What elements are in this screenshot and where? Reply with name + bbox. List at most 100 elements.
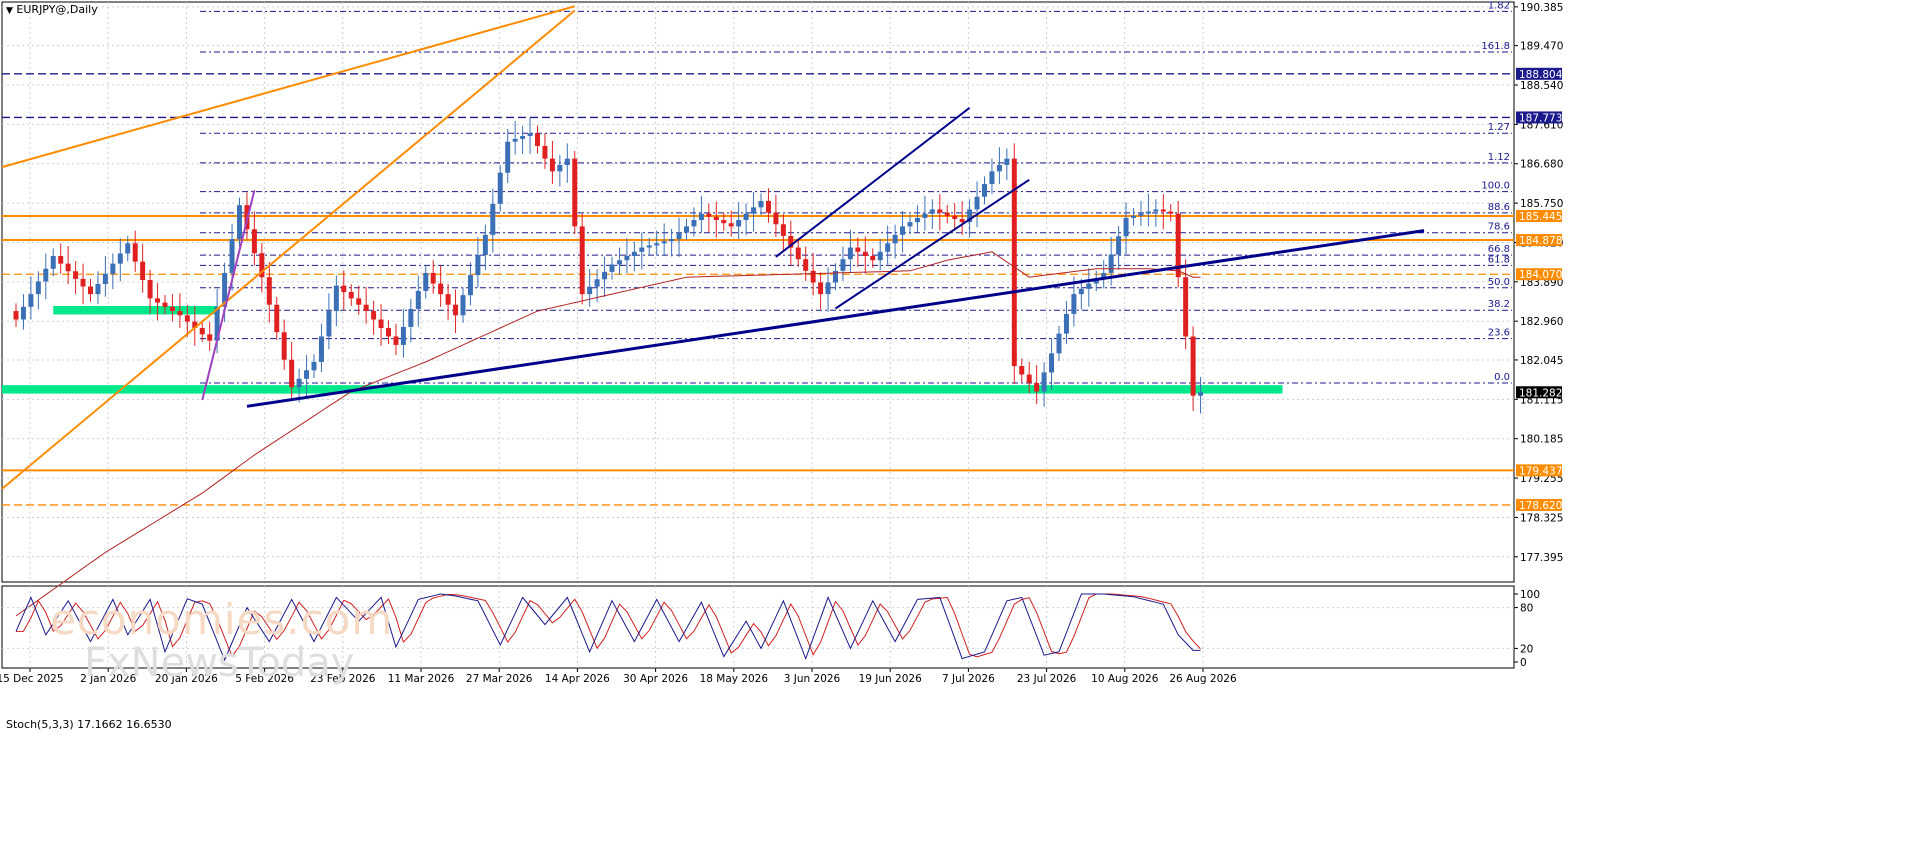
candle-body (199, 327, 205, 335)
candle-body (1108, 254, 1114, 273)
candle-body (237, 205, 242, 240)
candle-body (549, 158, 555, 172)
candle-body (900, 226, 906, 235)
candle-body (914, 217, 920, 223)
candle-body (35, 281, 41, 295)
level-price-badge (1516, 210, 1562, 223)
price-tick-label: 190.385 (1520, 2, 1563, 14)
candle-body (564, 158, 570, 165)
candle-body (400, 326, 406, 345)
candle-body (773, 212, 779, 225)
price-pane (1, 1, 1515, 583)
candle-body (222, 272, 228, 307)
level-price-text: 184.878 (1519, 235, 1562, 247)
candle-body (58, 256, 64, 264)
level-price-text: 178.620 (1519, 500, 1562, 512)
stoch-tick-label: 80 (1520, 603, 1533, 615)
candle-body (318, 336, 324, 362)
candle-body (102, 273, 108, 284)
stoch-tick-label: 20 (1520, 643, 1533, 655)
candle-body (818, 282, 824, 295)
candle-body (1198, 392, 1204, 396)
candle-body (974, 196, 980, 210)
price-tick-label: 177.395 (1520, 552, 1563, 564)
candle-body (713, 216, 719, 221)
candle-body (1011, 158, 1017, 367)
candle-body (363, 304, 369, 312)
fib-level-label: 1.12 (1488, 152, 1510, 163)
date-tick-label: 30 Apr 2026 (623, 673, 688, 685)
candle-body (669, 239, 675, 242)
price-tick-label: 189.470 (1520, 41, 1563, 53)
price-tick-label: 188.540 (1520, 80, 1563, 92)
candle-body (430, 272, 436, 284)
candle-body (676, 232, 682, 240)
level-price-badge (1516, 268, 1562, 281)
candle-body (654, 243, 660, 246)
candle-body (639, 247, 645, 252)
candle-body (751, 207, 757, 214)
candle-body (117, 253, 123, 264)
candle-body (140, 261, 146, 281)
fib-level-label: 50.0 (1488, 277, 1510, 288)
candle-body (1041, 372, 1047, 392)
candle-body (1145, 211, 1151, 214)
candle-body (1056, 333, 1062, 354)
fib-level-label: 1.27 (1488, 122, 1510, 133)
date-tick-label: 11 Mar 2026 (388, 673, 455, 685)
candle-body (1175, 213, 1181, 278)
chart-dropdown-icon[interactable]: ▼ (6, 6, 13, 16)
date-tick-label: 2 Jan 2026 (80, 673, 137, 685)
candle-body (840, 259, 846, 271)
price-tick-label: 182.960 (1520, 316, 1563, 328)
candle-body (169, 306, 175, 312)
candle-body (535, 133, 540, 146)
candle-body (1063, 313, 1069, 334)
candle-body (1078, 288, 1084, 295)
candle-body (266, 277, 272, 305)
candle-body (162, 302, 168, 307)
level-price-badge (1516, 498, 1562, 511)
candle-body (1004, 158, 1010, 165)
watermark-fxnewstoday: FxNewsToday (84, 640, 355, 686)
price-tick-label: 180.185 (1520, 434, 1563, 446)
candle-body (475, 254, 481, 276)
candle-body (88, 286, 93, 295)
candle-body (43, 268, 49, 282)
candle-body (311, 361, 317, 371)
candle-body (1116, 236, 1122, 255)
date-tick-label: 10 Aug 2026 (1091, 673, 1159, 685)
candle-body (378, 319, 384, 328)
candle-body (281, 332, 287, 360)
candle-body (825, 282, 831, 295)
candle-body (616, 260, 622, 265)
level-price-text: 185.445 (1519, 211, 1562, 223)
candle-body (214, 306, 220, 341)
candle-body (833, 270, 838, 283)
stoch-signal-line (16, 593, 1201, 658)
candle-body (952, 215, 958, 219)
date-tick-label: 23 Feb 2026 (310, 673, 376, 685)
candle-body (684, 226, 689, 233)
candle-body (1049, 353, 1055, 373)
candle-body (348, 292, 354, 299)
candle-body (706, 213, 712, 217)
candle-body (788, 235, 794, 248)
price-tick-label: 182.045 (1520, 355, 1563, 367)
candle-body (333, 285, 339, 312)
candle-body (944, 212, 950, 216)
date-tick-label: 14 Apr 2026 (545, 673, 610, 685)
fib-level-label: 61.8 (1488, 254, 1510, 265)
candle-body (110, 263, 116, 274)
candle-body (780, 224, 786, 236)
date-tick-label: 5 Feb 2026 (235, 673, 294, 685)
date-tick-label: 7 Jul 2026 (942, 673, 995, 685)
candle-body (207, 334, 213, 341)
level-price-badge (1516, 111, 1562, 124)
candle-body (721, 220, 727, 224)
candle-body (989, 171, 995, 185)
fib-level-label: 38.2 (1488, 299, 1510, 310)
candle-body (482, 234, 488, 255)
candle-body (445, 294, 451, 305)
